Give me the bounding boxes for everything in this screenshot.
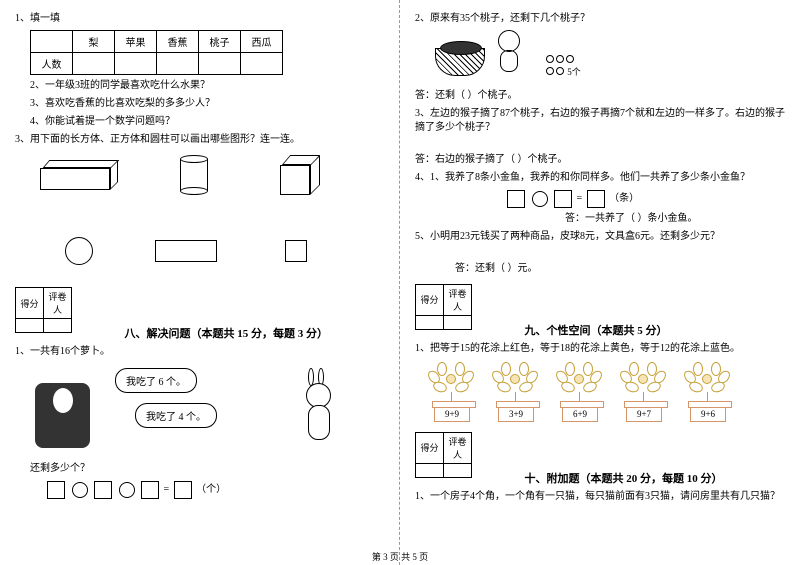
monkey-icon (490, 30, 530, 80)
reviewer-label: 评卷人 (444, 432, 472, 463)
th-watermelon: 西瓜 (241, 31, 283, 53)
th-peach: 桃子 (199, 31, 241, 53)
sub-q3: 3、喜欢吃香蕉的比喜欢吃梨的多多少人？ (30, 97, 384, 111)
equation-row: = （个） (45, 480, 384, 499)
blank-box (141, 481, 159, 499)
q1-title: 1、填一填 (15, 12, 384, 26)
th-banana: 香蕉 (157, 31, 199, 53)
section-9-title: 九、个性空间（本题共 5 分） (525, 322, 668, 338)
blank-circle (72, 482, 88, 498)
rabbit-scene: 我吃了 6 个。 我吃了 4 个。 (15, 363, 384, 458)
square-icon (285, 240, 307, 262)
pot-label-5: 9+6 (691, 409, 725, 419)
reviewer-cell (444, 463, 472, 477)
q3-text: 3、用下面的长方体、正方体和圆柱可以画出哪些图形？连一连。 (15, 133, 384, 147)
cell (73, 53, 115, 75)
cuboid-icon (40, 160, 120, 190)
rabbit-right-icon (294, 373, 344, 448)
unit-label: （条） (609, 193, 639, 204)
blank-box (507, 190, 525, 208)
q8-1: 1、一共有16个萝卜。 (15, 345, 384, 359)
section-10-title: 十、附加题（本题共 20 分，每题 10 分） (525, 470, 723, 486)
score-label: 得分 (416, 284, 444, 315)
flower-pot-2: 3+9 (487, 362, 545, 422)
pot-label-1: 9+9 (435, 409, 469, 419)
cell (115, 53, 157, 75)
unit-label: （个） (196, 484, 226, 495)
blank-circle (119, 482, 135, 498)
q2-text: 2、原来有35个桃子，还剩下几个桃子？ (415, 12, 785, 26)
basket-icon (435, 48, 485, 76)
blank-circle (532, 191, 548, 207)
cell (241, 53, 283, 75)
sub-q4: 4、你能试着提一个数学问题吗？ (30, 115, 384, 129)
equation-row: = （条） (505, 189, 785, 208)
fruit-table: 梨 苹果 香蕉 桃子 西瓜 人数 (30, 30, 283, 75)
shapes-area (35, 155, 384, 275)
q9-1: 1、把等于15的花涂上红色，等于18的花涂上黄色，等于12的花涂上蓝色。 (415, 342, 785, 356)
rabbit-left-icon (35, 383, 90, 448)
cube-icon (280, 155, 320, 195)
pot-label-4: 9+7 (627, 409, 661, 419)
score-box: 得分评卷人 (415, 284, 472, 330)
flower-pot-1: 9+9 (423, 362, 481, 422)
section-8-title: 八、解决问题（本题共 15 分，每题 3 分） (125, 325, 329, 341)
pot-label-2: 3+9 (499, 409, 533, 419)
score-label: 得分 (416, 432, 444, 463)
blank-box (554, 190, 572, 208)
ans4: 答：一共养了（ ）条小金鱼。 (565, 212, 785, 226)
cylinder-icon (180, 155, 208, 195)
peach-count: 5个 (567, 67, 581, 77)
speech-bubble-2: 我吃了 4 个。 (135, 403, 217, 428)
flower-pot-3: 6+9 (551, 362, 609, 422)
th-apple: 苹果 (115, 31, 157, 53)
cell (199, 53, 241, 75)
blank-box (587, 190, 605, 208)
q10-1: 1、一个房子4个角，一个角有一只猫，每只猫前面有3只猫，请问房里共有几只猫？ (415, 490, 785, 504)
peaches-icon: 5个 (545, 55, 581, 78)
pot-label-3: 6+9 (563, 409, 597, 419)
th-empty (31, 31, 73, 53)
flowers-row: 9+9 3+9 (423, 362, 785, 422)
th-pear: 梨 (73, 31, 115, 53)
reviewer-cell (44, 319, 72, 333)
cell (157, 53, 199, 75)
q3-text: 3、左边的猴子摘了87个桃子，右边的猴子再摘7个就和左边的一样多了。右边的猴子摘… (415, 107, 785, 135)
page-footer: 第 3 页 共 5 页 (0, 550, 800, 563)
flower-pot-4: 9+7 (615, 362, 673, 422)
sub-q2: 2、一年级3班的同学最喜欢吃什么水果？ (30, 79, 384, 93)
monkey-scene: 5个 (435, 30, 785, 85)
score-cell (16, 319, 44, 333)
reviewer-label: 评卷人 (44, 288, 72, 319)
speech-bubble-1: 我吃了 6 个。 (115, 368, 197, 393)
score-box: 得分评卷人 (15, 287, 72, 333)
q4-text: 4、1、我养了8条小金鱼，我养的和你同样多。他们一共养了多少条小金鱼？ (415, 171, 785, 185)
blank-box (174, 481, 192, 499)
ans2: 答：还剩（ ）个桃子。 (415, 89, 785, 103)
reviewer-label: 评卷人 (444, 284, 472, 315)
ans3: 答：右边的猴子摘了（ ）个桃子。 (415, 153, 785, 167)
blank-box (47, 481, 65, 499)
remain-label: 还剩多少个？ (30, 462, 384, 476)
ans5: 答：还剩（ ）元。 (455, 262, 785, 276)
row-label: 人数 (31, 53, 73, 75)
score-cell (416, 463, 444, 477)
circle-icon (65, 237, 93, 265)
flower-pot-5: 9+6 (679, 362, 737, 422)
q5-text: 5、小明用23元钱买了两种商品，皮球8元，文具盒6元。还剩多少元？ (415, 230, 785, 244)
rectangle-icon (155, 240, 217, 262)
score-box: 得分评卷人 (415, 432, 472, 478)
blank-box (94, 481, 112, 499)
score-label: 得分 (16, 288, 44, 319)
score-cell (416, 315, 444, 329)
reviewer-cell (444, 315, 472, 329)
